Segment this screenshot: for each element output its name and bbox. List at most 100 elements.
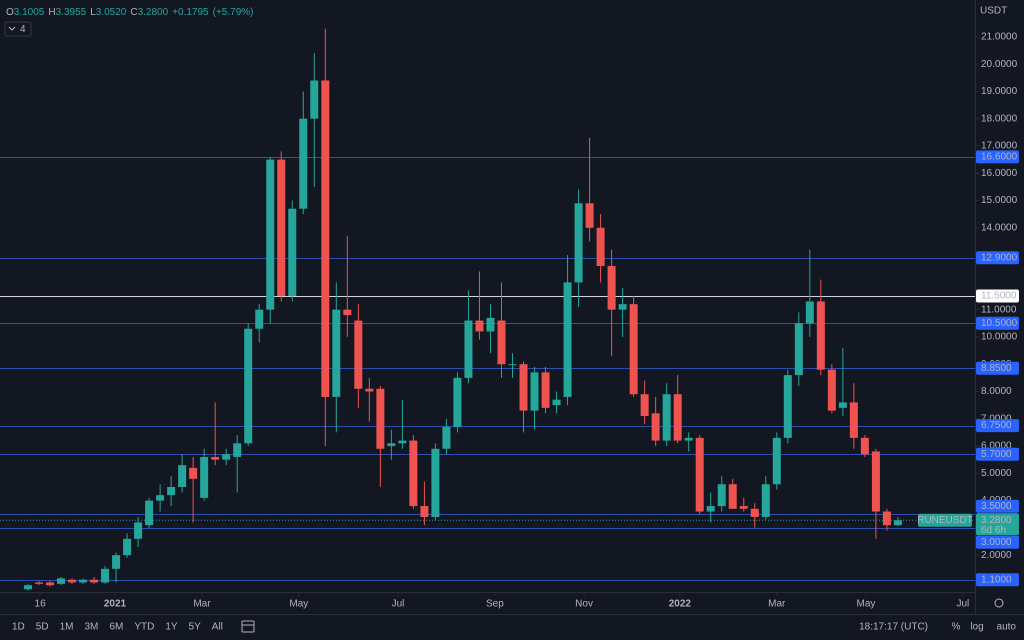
candle-body [332,309,341,397]
range-button[interactable]: 5D [36,622,49,633]
option-button[interactable]: log [970,622,983,633]
range-button[interactable]: 6M [109,622,123,633]
level-label: 6.7500 [981,420,1012,431]
y-tick-label: 5.0000 [981,468,1012,479]
x-tick-label: May [289,599,308,610]
level-label: 11.5000 [981,291,1017,302]
level-tag [976,419,1019,433]
range-button[interactable]: 1Y [165,622,178,633]
y-tick-label: 17.0000 [981,141,1018,152]
settings-icon[interactable] [994,598,1004,608]
level-tag [976,361,1019,375]
candle-body [596,227,605,266]
option-button[interactable]: % [952,622,961,633]
candle-body [211,456,220,460]
option-button[interactable]: auto [997,622,1017,633]
candle-body [409,440,418,507]
y-tick-label: 8.0000 [981,386,1012,397]
level-label: 3.5000 [981,501,1012,512]
axis-layer: 21.0000 20.0000 19.0000 18.0000 17.0000 16.00… [35,31,1019,610]
candle-body [508,364,517,366]
legend-high: 3.3955 [56,7,87,18]
candle-body [640,394,649,417]
range-button[interactable]: All [212,622,223,633]
range-button[interactable]: YTD [134,622,154,633]
clock: 18:17:17 (UTC) [859,622,928,633]
level-tag [976,535,1019,549]
candle-body [750,508,759,517]
range-button[interactable]: 1D [12,622,25,633]
candle-body [299,118,308,209]
candle-body [574,203,583,283]
candle-body [816,301,825,370]
candle-body [849,402,858,438]
candle-body [563,282,572,397]
x-tick-label: May [857,599,876,610]
y-tick-label: 10.0000 [981,332,1018,343]
candle-body [244,328,253,444]
candle-body [365,388,374,392]
x-tick-label: Mar [193,599,211,610]
candle-body [871,451,880,512]
candle-body [464,320,473,378]
y-tick-label: 6.0000 [981,441,1012,452]
gear [994,598,1004,608]
legend-change-pct: (+5.79%) [213,7,254,18]
candle-body [519,364,528,411]
candle-body [255,309,264,329]
candle-body [618,304,627,310]
range-button[interactable]: 1M [60,622,74,633]
candle-body [673,394,682,441]
candle-body [310,80,319,119]
date-range-icon[interactable] [241,620,255,633]
range-button[interactable]: 5Y [189,622,202,633]
y-tick-label: 11.0000 [981,304,1017,315]
candle-body [541,372,550,408]
candle-body [266,159,275,310]
candle-body [200,456,209,498]
candle-body [486,317,495,332]
candle-body [860,437,869,455]
candle-body [167,486,176,496]
level-tag [976,251,1019,265]
indicator-badge[interactable] [4,21,32,37]
candle-body [607,265,616,310]
level-tag [976,573,1019,587]
range-button[interactable]: 3M [85,622,99,633]
candle-body [354,320,363,389]
candles-layer [23,28,902,591]
candle-body [761,484,770,517]
candle-body [189,467,198,479]
candle-body [134,522,143,539]
ohlc-legend: O3.1005 H3.3955 L3.0520 C3.2800 +0.1795 (+5.7… [6,7,253,18]
candle-body [662,394,671,441]
candle-body [475,320,484,332]
levels-layer [0,157,975,581]
level-tag [976,499,1019,513]
candle-body [34,582,43,584]
candle-body [453,377,462,427]
candle-body [57,578,66,584]
candle-body [178,465,187,487]
candle-body [717,484,726,507]
legend-low: 3.0520 [96,7,127,18]
level-label: 5.7000 [981,449,1012,460]
candle-body [651,413,660,441]
level-label: 16.6000 [981,152,1018,163]
candle-body [739,506,748,509]
legend-change: +0.1795 [172,7,209,18]
level-tag [976,447,1019,461]
level-label: 10.5000 [981,318,1018,329]
candle-body [23,585,32,590]
candle-body [695,437,704,512]
x-tick-label: 2021 [104,599,127,610]
y-tick-label: 7.0000 [981,413,1012,424]
toolbar: 1D 5D 1M 3M 6M YTD 1Y 5Y All 18:17:17 (UTC)% log au… [12,622,1016,633]
legend-low-label: L [90,7,96,18]
chevron-icon [8,26,16,31]
candle-body [585,203,594,228]
candle-body [387,443,396,447]
candle-body [101,568,110,583]
y-tick-label: 16.0000 [981,168,1018,179]
